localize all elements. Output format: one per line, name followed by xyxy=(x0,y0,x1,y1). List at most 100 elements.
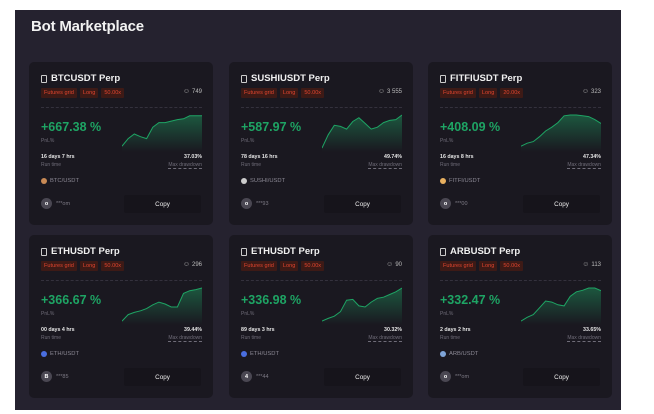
pair-label: ETH/USDT xyxy=(50,351,79,357)
tag-leverage: 50.00x xyxy=(500,261,524,271)
avatar: B xyxy=(41,371,52,382)
divider xyxy=(41,107,202,108)
pnl-sparkline xyxy=(322,287,402,325)
coin-icon xyxy=(440,178,446,184)
bot-card[interactable]: BTCUSDT Perp Futures grid Long 50.00x ☺ 7… xyxy=(29,62,213,225)
max-drawdown-value: 33.65% xyxy=(583,327,601,333)
copiers-count: ☺ 323 xyxy=(582,88,601,95)
users-value: 323 xyxy=(590,88,601,95)
pnl-value: +332.47 % xyxy=(440,293,501,307)
max-drawdown-value: 37.03% xyxy=(184,154,202,160)
pnl-label: PnL% xyxy=(440,138,454,144)
tag-leverage: 50.00x xyxy=(301,261,325,271)
avatar: o xyxy=(41,198,52,209)
tag-direction: Long xyxy=(279,88,299,98)
tag-leverage: 50.00x xyxy=(101,88,125,98)
runtime-value: 16 days 8 hrs xyxy=(440,154,474,160)
sparkline-line xyxy=(322,114,402,149)
tag-type: Futures grid xyxy=(241,261,277,271)
runtime-label: Run time xyxy=(41,162,62,168)
runtime-value: 16 days 7 hrs xyxy=(41,154,75,160)
pnl-label: PnL% xyxy=(41,311,55,317)
max-drawdown-label[interactable]: Max drawdown xyxy=(368,335,402,342)
copy-button[interactable]: Copy xyxy=(124,195,201,213)
sparkline-area xyxy=(122,288,202,325)
avatar: 4 xyxy=(241,371,252,382)
runtime-label: Run time xyxy=(440,162,461,168)
max-drawdown-value: 47.34% xyxy=(583,154,601,160)
bot-name: FITFIUSDT Perp xyxy=(450,73,523,84)
trading-pair: SUSHI/USDT xyxy=(241,178,285,184)
bot-card[interactable]: ARBUSDT Perp Futures grid Long 50.00x ☺ 1… xyxy=(428,235,612,398)
document-icon xyxy=(241,247,247,256)
copy-button[interactable]: Copy xyxy=(324,195,401,213)
max-drawdown-label[interactable]: Max drawdown xyxy=(567,162,601,169)
tag-direction: Long xyxy=(478,88,498,98)
max-drawdown-label[interactable]: Max drawdown xyxy=(168,335,202,342)
document-icon xyxy=(41,247,47,256)
bot-title[interactable]: ARBUSDT Perp xyxy=(440,246,520,257)
creator-name: ***85 xyxy=(56,374,69,380)
tag-type: Futures grid xyxy=(241,88,277,98)
document-icon xyxy=(41,74,47,83)
tag-direction: Long xyxy=(79,261,99,271)
copiers-count: ☺ 113 xyxy=(582,261,601,268)
tag-list: Futures grid Long 20.00x xyxy=(440,88,524,98)
tag-leverage: 50.00x xyxy=(301,88,325,98)
runtime-value: 00 days 4 hrs xyxy=(41,327,75,333)
tag-list: Futures grid Long 50.00x xyxy=(241,261,325,271)
pnl-sparkline xyxy=(322,114,402,152)
trading-pair: ETH/USDT xyxy=(241,351,279,357)
runtime-label: Run time xyxy=(241,335,262,341)
users-icon: ☺ xyxy=(386,261,394,268)
coin-icon xyxy=(241,351,247,357)
coin-icon xyxy=(41,178,47,184)
pnl-value: +667.38 % xyxy=(41,120,102,134)
avatar: o xyxy=(440,198,451,209)
pair-label: ARB/USDT xyxy=(449,351,479,357)
copy-button[interactable]: Copy xyxy=(324,368,401,386)
runtime-value: 89 days 3 hrs xyxy=(241,327,275,333)
pair-label: BTC/USDT xyxy=(50,178,79,184)
coin-icon xyxy=(41,351,47,357)
max-drawdown-label[interactable]: Max drawdown xyxy=(567,335,601,342)
max-drawdown-label[interactable]: Max drawdown xyxy=(168,162,202,169)
tag-direction: Long xyxy=(478,261,498,271)
sparkline-line xyxy=(521,114,601,147)
users-icon: ☺ xyxy=(377,88,385,95)
users-value: 296 xyxy=(191,261,202,268)
sparkline-line xyxy=(122,115,202,147)
bot-card[interactable]: ETHUSDT Perp Futures grid Long 50.00x ☺ 2… xyxy=(29,235,213,398)
tag-direction: Long xyxy=(279,261,299,271)
avatar: o xyxy=(440,371,451,382)
tag-list: Futures grid Long 50.00x xyxy=(41,88,125,98)
bot-title[interactable]: SUSHIUSDT Perp xyxy=(241,73,330,84)
bot-name: ETHUSDT Perp xyxy=(251,246,320,257)
bot-card[interactable]: FITFIUSDT Perp Futures grid Long 20.00x … xyxy=(428,62,612,225)
pnl-sparkline xyxy=(521,114,601,152)
runtime-label: Run time xyxy=(41,335,62,341)
divider xyxy=(440,280,601,281)
users-value: 113 xyxy=(591,261,601,268)
copy-button[interactable]: Copy xyxy=(523,195,600,213)
tag-type: Futures grid xyxy=(440,88,476,98)
bot-title[interactable]: ETHUSDT Perp xyxy=(41,246,120,257)
bot-title[interactable]: FITFIUSDT Perp xyxy=(440,73,522,84)
max-drawdown-label[interactable]: Max drawdown xyxy=(368,162,402,169)
copy-button[interactable]: Copy xyxy=(523,368,600,386)
pnl-sparkline xyxy=(521,287,601,325)
bot-title[interactable]: ETHUSDT Perp xyxy=(241,246,320,257)
copiers-count: ☺ 90 xyxy=(386,261,402,268)
creator-name: ***00 xyxy=(455,201,468,207)
bot-card[interactable]: SUSHIUSDT Perp Futures grid Long 50.00x … xyxy=(229,62,413,225)
tag-list: Futures grid Long 50.00x xyxy=(440,261,524,271)
document-icon xyxy=(440,74,446,83)
max-drawdown-value: 49.74% xyxy=(384,154,402,160)
bot-card[interactable]: ETHUSDT Perp Futures grid Long 50.00x ☺ 9… xyxy=(229,235,413,398)
trading-pair: FITFI/USDT xyxy=(440,178,480,184)
copy-button[interactable]: Copy xyxy=(124,368,201,386)
avatar: o xyxy=(241,198,252,209)
coin-icon xyxy=(241,178,247,184)
page-title: Bot Marketplace xyxy=(31,18,144,35)
bot-title[interactable]: BTCUSDT Perp xyxy=(41,73,120,84)
